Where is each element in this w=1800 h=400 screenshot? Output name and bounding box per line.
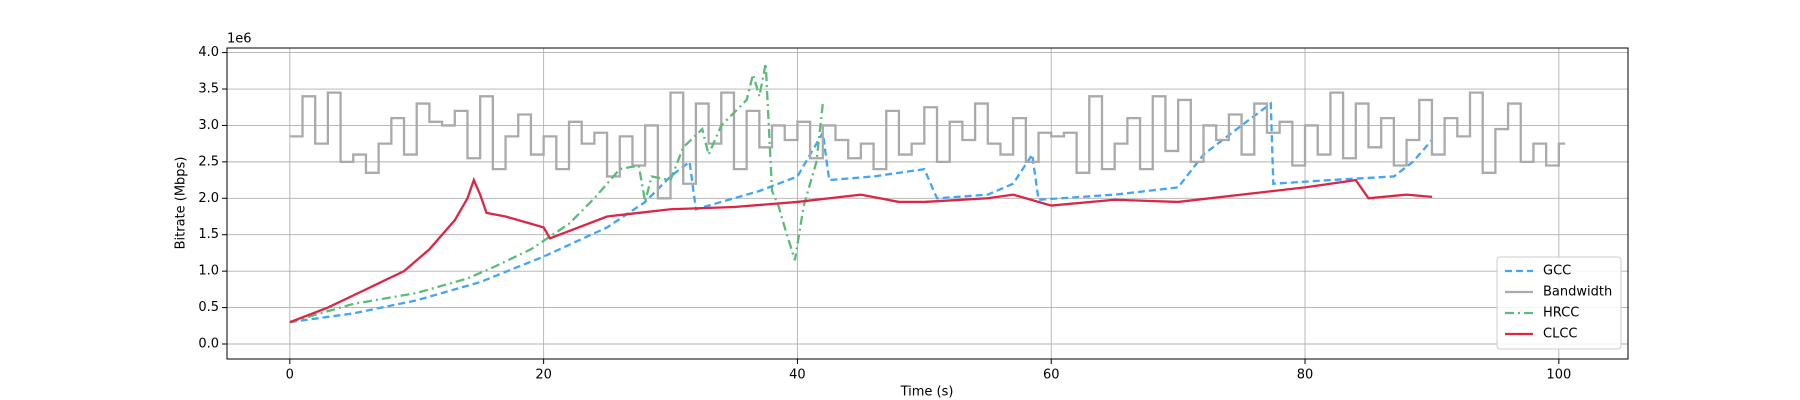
y-tick-label: 0.5 xyxy=(198,300,219,315)
x-tick-label: 60 xyxy=(1043,368,1060,383)
legend-box xyxy=(1496,256,1622,350)
x-tick-label: 20 xyxy=(535,368,552,383)
series-line xyxy=(289,101,1433,324)
y-tick-label: 1.0 xyxy=(198,264,219,279)
y-tick-label: 1.5 xyxy=(198,227,219,242)
legend-label: HRCC xyxy=(1543,306,1579,321)
x-tick-label: 100 xyxy=(1546,368,1571,383)
y-tick-label: 4.0 xyxy=(198,45,219,60)
legend-label: CLCC xyxy=(1543,327,1577,342)
plot-frame xyxy=(226,47,1629,360)
x-tick-label: 40 xyxy=(789,368,806,383)
y-tick-label: 3.5 xyxy=(198,82,219,97)
legend-label: Bandwidth xyxy=(1543,285,1612,300)
y-tick-label: 2.0 xyxy=(198,191,219,206)
x-axis-label: Time (s) xyxy=(900,385,954,400)
series-line xyxy=(289,91,1566,200)
legend-label: GCC xyxy=(1543,264,1571,279)
y-tick-label: 3.0 xyxy=(198,118,219,133)
series-line xyxy=(289,176,1433,324)
y-tick-label: 2.5 xyxy=(198,154,219,169)
series-line xyxy=(289,63,824,324)
y-tick-label: 0.0 xyxy=(198,336,219,351)
x-tick-label: 0 xyxy=(286,368,294,383)
y-offset-label: 1e6 xyxy=(227,32,252,47)
y-axis-label: Bitrate (Mbps) xyxy=(174,157,189,250)
x-tick-label: 80 xyxy=(1297,368,1314,383)
